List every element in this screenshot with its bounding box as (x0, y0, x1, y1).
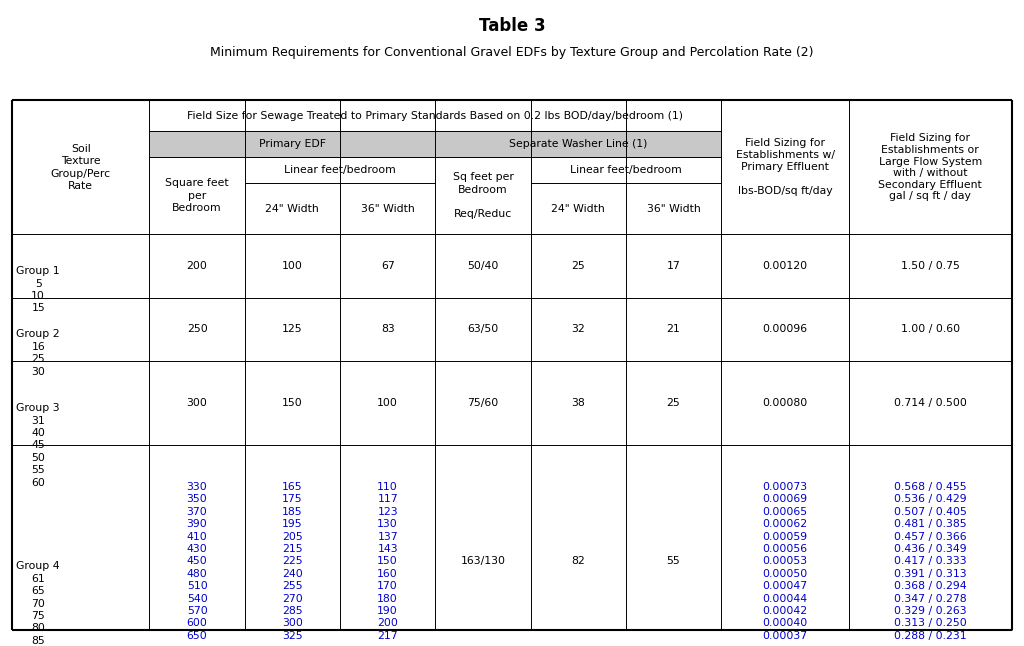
Text: 200: 200 (186, 261, 208, 271)
Bar (150, 157, 245, 234)
Text: 38: 38 (571, 398, 585, 408)
Text: 24" Width: 24" Width (265, 203, 319, 214)
Text: 100: 100 (282, 261, 303, 271)
Text: 63/50: 63/50 (467, 324, 499, 335)
Text: Soil
Texture
Group/Perc
Rate: Soil Texture Group/Perc Rate (51, 143, 111, 191)
Text: Field Size for Sewage Treated to Primary Standards Based on 0.2 lbs BOD/day/bedr: Field Size for Sewage Treated to Primary… (187, 110, 683, 121)
Text: Field Sizing for
Establishments or
Large Flow System
with / without
Secondary Ef: Field Sizing for Establishments or Large… (879, 133, 982, 202)
Bar (150, 131, 435, 157)
Text: Minimum Requirements for Conventional Gravel EDFs by Texture Group and Percolati: Minimum Requirements for Conventional Gr… (210, 47, 814, 59)
Text: 0.00080: 0.00080 (763, 398, 808, 408)
Bar (435, 157, 530, 234)
Text: Square feet
per
Bedroom: Square feet per Bedroom (165, 178, 229, 213)
Bar (849, 100, 1012, 234)
Text: Primary EDF: Primary EDF (259, 139, 326, 149)
Text: Separate Washer Line (1): Separate Washer Line (1) (509, 139, 647, 149)
Text: 0.568 / 0.455
0.536 / 0.429
0.507 / 0.405
0.481 / 0.385
0.457 / 0.366
0.436 / 0.: 0.568 / 0.455 0.536 / 0.429 0.507 / 0.40… (894, 482, 967, 641)
Bar (12, 361, 1012, 445)
Text: Linear feet/bedroom: Linear feet/bedroom (284, 165, 396, 175)
Bar (150, 100, 721, 131)
Text: 21: 21 (667, 324, 680, 335)
Text: Sq feet per
Bedroom

Req/Reduc: Sq feet per Bedroom Req/Reduc (453, 172, 513, 220)
Text: 25: 25 (667, 398, 680, 408)
Text: 25: 25 (571, 261, 585, 271)
Text: 300: 300 (186, 398, 208, 408)
Text: 17: 17 (667, 261, 680, 271)
Bar (721, 100, 849, 234)
Text: 150: 150 (282, 398, 303, 408)
Text: 32: 32 (571, 324, 585, 335)
Text: Group 1
5
10
15: Group 1 5 10 15 (16, 266, 60, 313)
Bar (530, 157, 721, 183)
Text: 0.714 / 0.500: 0.714 / 0.500 (894, 398, 967, 408)
Bar (12, 445, 1012, 646)
Bar (626, 183, 721, 234)
Text: Group 2
16
25
30: Group 2 16 25 30 (16, 329, 60, 377)
Text: 165
175
185
195
205
215
225
240
255
270
285
300
325: 165 175 185 195 205 215 225 240 255 270 … (282, 482, 303, 641)
Text: 0.00096: 0.00096 (763, 324, 808, 335)
Text: Field Sizing for
Establishments w/
Primary Effluent

lbs-BOD/sq ft/day: Field Sizing for Establishments w/ Prima… (735, 138, 835, 196)
Text: Group 3
31
40
45
50
55
60: Group 3 31 40 45 50 55 60 (16, 403, 60, 488)
Bar (12, 298, 1012, 361)
Bar (245, 183, 340, 234)
Text: Linear feet/bedroom: Linear feet/bedroom (570, 165, 682, 175)
Text: 125: 125 (282, 324, 303, 335)
Bar (340, 183, 435, 234)
Text: 1.00 / 0.60: 1.00 / 0.60 (901, 324, 959, 335)
Text: 0.00073
0.00069
0.00065
0.00062
0.00059
0.00056
0.00053
0.00050
0.00047
0.00044
: 0.00073 0.00069 0.00065 0.00062 0.00059 … (763, 482, 808, 641)
Text: 75/60: 75/60 (467, 398, 499, 408)
Text: 82: 82 (571, 556, 585, 567)
Bar (530, 183, 626, 234)
Text: 0.00120: 0.00120 (763, 261, 808, 271)
Text: 55: 55 (667, 556, 680, 567)
Text: 163/130: 163/130 (461, 556, 506, 567)
Text: 24" Width: 24" Width (551, 203, 605, 214)
Bar (12, 100, 150, 234)
Text: 1.50 / 0.75: 1.50 / 0.75 (901, 261, 959, 271)
Text: 330
350
370
390
410
430
450
480
510
540
570
600
650: 330 350 370 390 410 430 450 480 510 540 … (186, 482, 208, 641)
Bar (435, 131, 721, 157)
Text: 110
117
123
130
137
143
150
160
170
180
190
200
217: 110 117 123 130 137 143 150 160 170 180 … (377, 482, 398, 641)
Text: 50/40: 50/40 (467, 261, 499, 271)
Bar (12, 234, 1012, 298)
Text: 36" Width: 36" Width (647, 203, 700, 214)
Bar (245, 157, 435, 183)
Text: 100: 100 (377, 398, 398, 408)
Text: 36" Width: 36" Width (360, 203, 415, 214)
Text: 250: 250 (186, 324, 208, 335)
Text: 83: 83 (381, 324, 394, 335)
Text: Table 3: Table 3 (478, 17, 546, 35)
Text: 67: 67 (381, 261, 394, 271)
Text: Group 4
61
65
70
75
80
85
90
95
100
105
110
115
120: Group 4 61 65 70 75 80 85 90 95 100 105 … (16, 561, 60, 646)
